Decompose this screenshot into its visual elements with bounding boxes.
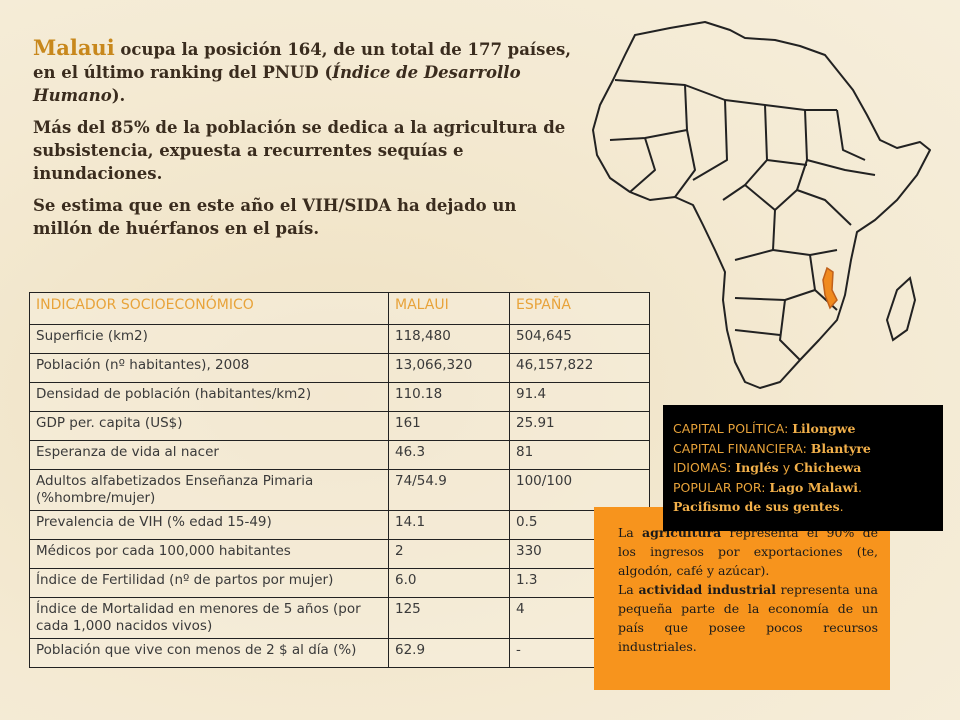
agri-p2-b: representa una pequeña parte de la econo… xyxy=(618,582,878,654)
intro-text: Malaui ocupa la posición 164, de un tota… xyxy=(33,36,581,249)
header-espana: ESPAÑA xyxy=(509,292,650,325)
cell-malaui: 74/54.9 xyxy=(388,469,510,511)
cell-indicator: Adultos alfabetizados Enseñanza Pimaria … xyxy=(29,469,389,511)
cell-malaui: 125 xyxy=(388,597,510,639)
cell-malaui: 118,480 xyxy=(388,324,510,354)
idiomas-and: y xyxy=(778,460,795,475)
table-row: Esperanza de vida al nacer 46.3 81 xyxy=(29,440,650,470)
agri-p1-a: La xyxy=(618,525,643,540)
table-row: Índice de Fertilidad (nº de partos por m… xyxy=(29,568,650,598)
popular-label: POPULAR POR: xyxy=(673,479,770,495)
table-row: Adultos alfabetizados Enseñanza Pimaria … xyxy=(29,469,650,511)
capital-info-box: CAPITAL POLÍTICA: Lilongwe CAPITAL FINAN… xyxy=(663,405,943,531)
idiomas-line: IDIOMAS: Inglés y Chichewa xyxy=(673,458,933,478)
cell-malaui: 14.1 xyxy=(388,510,510,540)
cell-malaui: 110.18 xyxy=(388,382,510,412)
agri-p2-a: La xyxy=(618,582,639,597)
cell-indicator: Índice de Fertilidad (nº de partos por m… xyxy=(29,568,389,598)
cell-malaui: 62.9 xyxy=(388,638,510,668)
idiomas-label: IDIOMAS: xyxy=(673,460,736,475)
cell-espana: 504,645 xyxy=(509,324,650,354)
capital-politica-line: CAPITAL POLÍTICA: Lilongwe xyxy=(673,419,933,439)
pacifismo-value: Pacifismo de sus gentes xyxy=(673,499,840,514)
popular-dot: . xyxy=(858,479,862,495)
table-row: Población que vive con menos de 2 $ al d… xyxy=(29,638,650,668)
cell-espana: 46,157,822 xyxy=(509,353,650,383)
capital-politica-value: Lilongwe xyxy=(792,421,856,436)
malawi-highlight xyxy=(822,266,838,310)
cell-malaui: 2 xyxy=(388,539,510,569)
table-row: Superficie (km2) 118,480 504,645 xyxy=(29,324,650,354)
intro-p1-text: ocupa la posición 164, de un total de 17… xyxy=(33,40,571,82)
cell-malaui: 161 xyxy=(388,411,510,441)
intro-paragraph-1: Malaui ocupa la posición 164, de un tota… xyxy=(33,36,581,107)
agri-paragraph-1: La agricultura representa el 90% de los … xyxy=(618,523,878,580)
capital-politica-label: CAPITAL POLÍTICA: xyxy=(673,421,793,436)
popular-value: Lago Malawi xyxy=(769,479,859,495)
cell-indicator: GDP per. capita (US$) xyxy=(29,411,389,441)
table-row: Índice de Mortalidad en menores de 5 año… xyxy=(29,597,650,639)
idioma-1: Inglés xyxy=(735,460,779,475)
popular-line: POPULAR POR: Lago Malawi. xyxy=(673,478,933,498)
intro-p1-end: ). xyxy=(111,86,126,105)
cell-indicator: Prevalencia de VIH (% edad 15-49) xyxy=(29,510,389,540)
africa-outline xyxy=(592,21,931,389)
table-row: Médicos por cada 100,000 habitantes 2 330 xyxy=(29,539,650,569)
agriculture-info-box: La agricultura representa el 90% de los … xyxy=(594,507,890,690)
intro-paragraph-2: Más del 85% de la población se dedica a … xyxy=(33,118,566,183)
table-row: GDP per. capita (US$) 161 25.91 xyxy=(29,411,650,441)
country-name: Malaui xyxy=(33,35,115,60)
cell-indicator: Índice de Mortalidad en menores de 5 año… xyxy=(29,597,389,639)
cell-indicator: Población (nº habitantes), 2008 xyxy=(29,353,389,383)
table-row: Prevalencia de VIH (% edad 15-49) 14.1 0.5 xyxy=(29,510,650,540)
agri-p2-bold: actividad industrial xyxy=(638,582,776,597)
indicators-table: INDICADOR SOCIOECONÓMICO MALAUI ESPAÑA S… xyxy=(29,292,650,668)
header-malaui: MALAUI xyxy=(388,292,510,325)
table-row: Población (nº habitantes), 2008 13,066,32… xyxy=(29,353,650,383)
cell-espana: 25.91 xyxy=(509,411,650,441)
cell-indicator: Superficie (km2) xyxy=(29,324,389,354)
capital-financiera-line: CAPITAL FINANCIERA: Blantyre xyxy=(673,439,933,459)
cell-malaui: 46.3 xyxy=(388,440,510,470)
intro-p1-italic: Índice de Desarrollo Humano xyxy=(33,63,521,105)
intro-paragraph-3: Se estima que en este año el VIH/SIDA ha… xyxy=(33,196,517,238)
cell-indicator: Esperanza de vida al nacer xyxy=(29,440,389,470)
cell-espana: 81 xyxy=(509,440,650,470)
pacifismo-dot: . xyxy=(839,499,844,514)
table-header-row: INDICADOR SOCIOECONÓMICO MALAUI ESPAÑA xyxy=(29,292,650,325)
capital-financiera-label: CAPITAL FINANCIERA: xyxy=(673,440,811,456)
capital-financiera-value: Blantyre xyxy=(810,440,871,456)
table-row: Densidad de población (habitantes/km2) 11… xyxy=(29,382,650,412)
cell-malaui: 13,066,320 xyxy=(388,353,510,383)
madagascar xyxy=(885,276,917,342)
cell-malaui: 6.0 xyxy=(388,568,510,598)
agri-paragraph-2: La actividad industrial representa una p… xyxy=(618,580,878,656)
idioma-2: Chichewa xyxy=(794,460,862,475)
cell-espana: 100/100 xyxy=(509,469,650,511)
cell-indicator: Densidad de población (habitantes/km2) xyxy=(29,382,389,412)
cell-indicator: Médicos por cada 100,000 habitantes xyxy=(29,539,389,569)
cell-indicator: Población que vive con menos de 2 $ al d… xyxy=(29,638,389,668)
pacifismo-line: Pacifismo de sus gentes. xyxy=(673,497,933,517)
header-indicator: INDICADOR SOCIOECONÓMICO xyxy=(29,292,389,325)
cell-espana: 91.4 xyxy=(509,382,650,412)
africa-map xyxy=(592,21,931,389)
